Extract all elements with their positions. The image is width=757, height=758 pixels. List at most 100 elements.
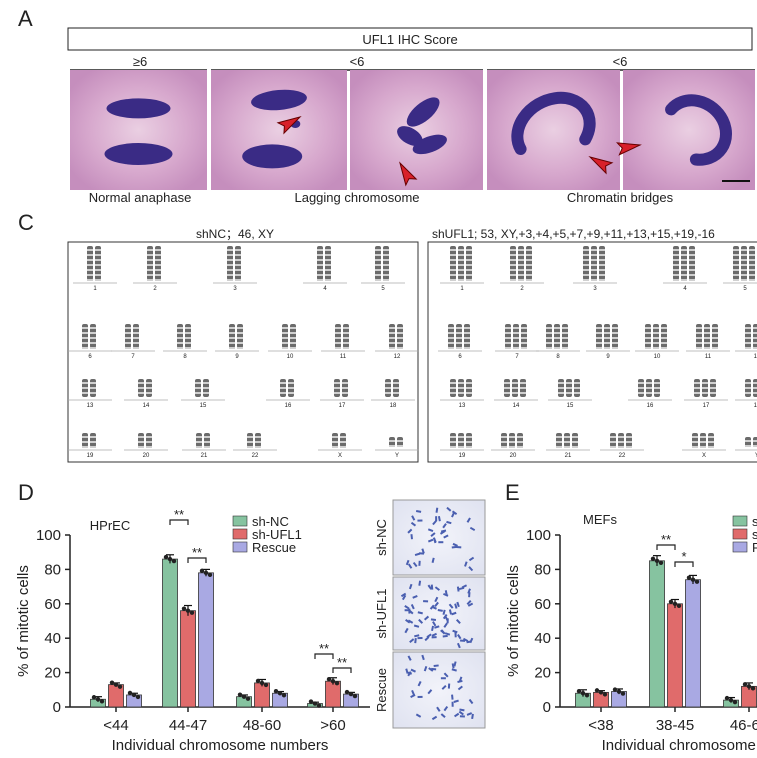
metaphase-chromosome [410, 693, 416, 699]
band [383, 279, 389, 281]
band [138, 382, 144, 384]
band [385, 392, 391, 394]
data-point [690, 577, 696, 582]
band [704, 347, 710, 349]
band [335, 337, 341, 339]
band [87, 274, 93, 276]
chart-title: MEFs [583, 512, 617, 527]
group-label: ≥6 [133, 54, 147, 69]
band [133, 337, 139, 339]
band [450, 254, 456, 256]
chromosome-label: 1 [93, 286, 97, 292]
band [325, 249, 331, 251]
band [583, 279, 589, 281]
metaphase-chromosome [412, 595, 418, 599]
metaphase-chromosome [427, 528, 434, 532]
band [458, 392, 464, 394]
band [235, 254, 241, 256]
band [504, 382, 510, 384]
band [510, 279, 516, 281]
band [466, 259, 472, 261]
chromosome-label: 3 [593, 286, 597, 292]
band [335, 327, 341, 329]
band [564, 446, 570, 448]
band [596, 342, 602, 344]
band [566, 392, 572, 394]
band [673, 264, 679, 266]
header-box [67, 27, 753, 51]
caption: Normal anaphase [89, 190, 192, 205]
legend-swatch [232, 528, 248, 540]
band [343, 327, 349, 329]
band [661, 332, 667, 334]
band [138, 446, 144, 448]
band [520, 382, 526, 384]
band [712, 332, 718, 334]
band [448, 337, 454, 339]
caption: Lagging chromosome [294, 190, 419, 205]
band [513, 332, 519, 334]
band [375, 249, 381, 251]
chromosome-label: 2 [520, 286, 524, 292]
data-point [326, 677, 332, 682]
y-axis-label: % of mitotic cells [505, 565, 522, 677]
metaphase-chromosome [407, 619, 414, 624]
chromosome-label: 7 [515, 354, 519, 360]
x-axis-label: Individual chromosome numbers [112, 737, 329, 754]
metaphase-chromosome [408, 608, 411, 614]
band [95, 254, 101, 256]
band [204, 436, 210, 438]
band [450, 259, 456, 261]
band [654, 387, 660, 389]
band [696, 337, 702, 339]
band [517, 441, 523, 443]
band [138, 387, 144, 389]
band [335, 342, 341, 344]
metaphase-chromosome [442, 523, 447, 529]
metaphase-chromosome [426, 633, 432, 638]
metaphase-chromosome [456, 642, 461, 649]
data-point [237, 692, 243, 697]
x-tick-label: 46-60 [730, 717, 757, 734]
band [247, 441, 253, 443]
band [448, 342, 454, 344]
band [82, 387, 88, 389]
band [733, 269, 739, 271]
band [653, 327, 659, 329]
metaphase-chromosome [410, 668, 416, 673]
band [612, 342, 618, 344]
spread-label: sh-UFL1 [374, 589, 389, 639]
band [610, 436, 616, 438]
band [342, 382, 348, 384]
band [456, 337, 462, 339]
band [90, 382, 96, 384]
band [712, 347, 718, 349]
band [450, 269, 456, 271]
band [466, 441, 472, 443]
band [90, 446, 96, 448]
band [673, 279, 679, 281]
chromosome-label: X [338, 453, 342, 459]
band [596, 347, 602, 349]
metaphase-chromosome [453, 699, 459, 703]
data-point [99, 699, 105, 704]
band [753, 445, 757, 447]
band [749, 264, 755, 266]
band [317, 274, 323, 276]
chromosome-label: 10 [287, 354, 294, 360]
chromosome-label: 5 [381, 286, 385, 292]
band [583, 254, 589, 256]
chromatin [412, 134, 447, 155]
metaphase-chromosome [456, 586, 460, 592]
band [566, 382, 572, 384]
band [464, 332, 470, 334]
metaphase-chromosome [441, 684, 447, 690]
legend-swatch [732, 515, 748, 527]
metaphase-chromosome [414, 638, 417, 644]
data-point [344, 689, 350, 695]
band [689, 249, 695, 251]
band [673, 274, 679, 276]
band [87, 279, 93, 281]
chromosome-label: 19 [87, 453, 94, 459]
band [335, 347, 341, 349]
